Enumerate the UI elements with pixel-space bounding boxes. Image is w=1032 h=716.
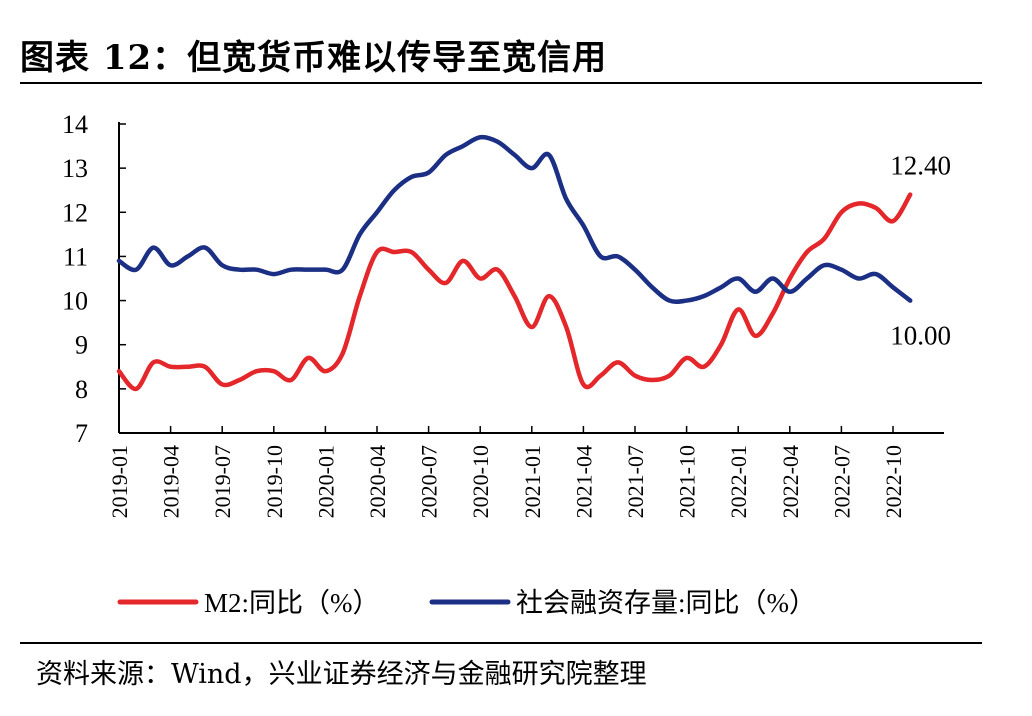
y-tick-label: 8	[75, 375, 88, 404]
m2-last-value-label: 12.40	[890, 151, 951, 181]
y-tick-label: 9	[75, 331, 88, 360]
x-tick-label: 2021-04	[571, 445, 596, 518]
data-annotations: 12.40 10.00	[890, 151, 951, 351]
x-tick-label: 2020-07	[417, 445, 442, 518]
x-tick-label: 2020-04	[365, 445, 390, 518]
series-lines	[116, 134, 913, 392]
x-tick-label: 2019-10	[262, 445, 287, 518]
footer-divider	[20, 642, 982, 644]
x-tick-label: 2020-01	[313, 445, 338, 518]
page-title: 图表 12：但宽货币难以传导至宽信用	[20, 38, 608, 78]
chart-legend: M2:同比（%） 社会融资存量:同比（%）	[117, 588, 816, 618]
x-tick-label: 2019-04	[159, 445, 184, 518]
y-tick-label: 13	[62, 154, 88, 183]
y-tick-label: 11	[63, 242, 88, 271]
x-tick-label: 2019-01	[107, 445, 132, 518]
y-tick-label: 10	[62, 287, 88, 316]
source-note: 资料来源：Wind，兴业证券经济与金融研究院整理	[36, 659, 647, 690]
x-tick-label: 2022-04	[778, 445, 803, 518]
y-tick-label: 14	[62, 110, 88, 139]
x-tick-label: 2021-10	[675, 445, 700, 518]
legend-label-social-financing: 社会融资存量:同比（%）	[516, 588, 816, 618]
x-tick-label: 2022-07	[829, 445, 854, 518]
legend-label-m2: M2:同比（%）	[204, 588, 380, 618]
y-tick-labels: 7 8 9 10 11 12 13 14	[62, 110, 88, 448]
m2-data-points	[118, 194, 911, 389]
title-divider	[20, 82, 982, 84]
y-tick-label: 12	[62, 198, 88, 227]
social-financing-last-value-label: 10.00	[890, 321, 951, 351]
x-tick-label: 2021-01	[520, 445, 545, 518]
x-tick-label: 2020-10	[468, 445, 493, 518]
x-tick-label: 2022-01	[726, 445, 751, 518]
x-tick-labels: 2019-01 2019-04 2019-07 2019-10 2020-01 2020-…	[107, 445, 906, 518]
social-financing-data-points	[118, 137, 911, 301]
x-tick-label: 2019-07	[210, 445, 235, 518]
chart-axes	[118, 122, 944, 434]
y-tick-label: 7	[75, 419, 88, 448]
x-tick-label: 2022-10	[881, 445, 906, 518]
x-tick-label: 2021-07	[623, 445, 648, 518]
